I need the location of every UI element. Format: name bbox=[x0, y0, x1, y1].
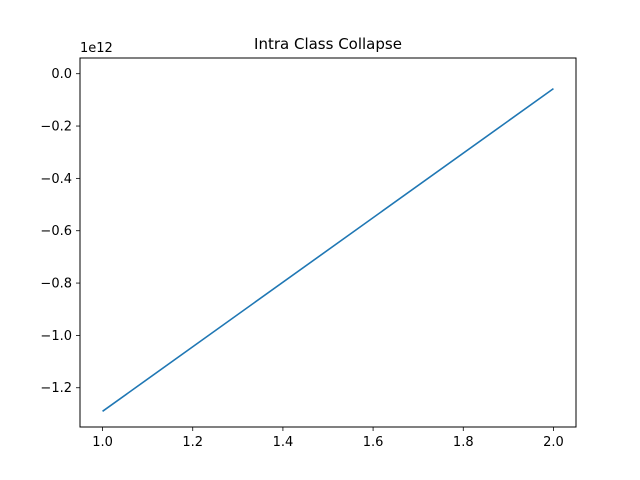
x-tick-label: 1.2 bbox=[182, 435, 203, 450]
series-layer bbox=[102, 87, 554, 412]
x-tick-label: 2.0 bbox=[543, 435, 564, 450]
x-tick-label: 1.6 bbox=[363, 435, 384, 450]
y-tick-label: −1.0 bbox=[40, 329, 72, 344]
y-axis-offset-label: 1e12 bbox=[80, 41, 113, 56]
y-tick-label: 0.0 bbox=[51, 67, 72, 82]
y-tick-label: −0.8 bbox=[40, 277, 72, 292]
y-tick-label: −0.4 bbox=[40, 172, 72, 187]
series-line-0 bbox=[102, 87, 554, 412]
x-tick-label: 1.0 bbox=[92, 435, 113, 450]
x-tick-label: 1.8 bbox=[453, 435, 474, 450]
plot-frame bbox=[79, 57, 577, 428]
y-tick-label: −0.6 bbox=[40, 224, 72, 239]
plot-area bbox=[79, 57, 577, 428]
x-axis: 1.0 1.2 1.4 1.6 1.8 2.0 bbox=[92, 427, 564, 450]
x-tick-label: 1.4 bbox=[273, 435, 294, 450]
y-tick-label: −1.2 bbox=[40, 381, 72, 396]
y-axis: 0.0 −0.2 −0.4 −0.6 −0.8 −1.0 −1.2 bbox=[40, 67, 80, 396]
chart-title: Intra Class Collapse bbox=[254, 35, 402, 53]
y-tick-label: −0.2 bbox=[40, 120, 72, 135]
